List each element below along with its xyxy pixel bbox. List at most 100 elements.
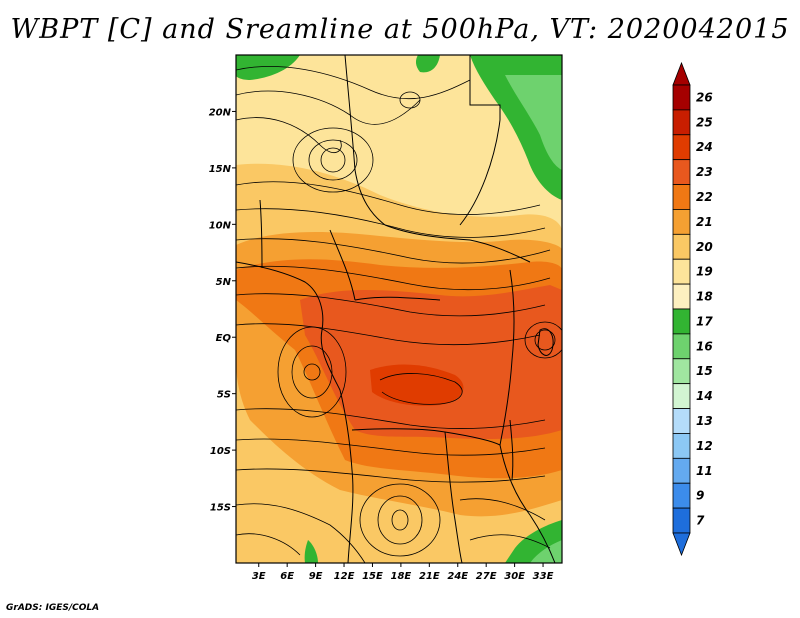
wbpt-24-cell xyxy=(370,364,464,406)
streamline xyxy=(236,238,551,264)
border xyxy=(329,229,356,301)
wbpt-17-sw xyxy=(304,540,318,563)
lat-tick-label: 15N xyxy=(209,164,232,175)
colorbar-top-arrow xyxy=(672,61,691,86)
streamline xyxy=(236,65,471,100)
wbpt-field xyxy=(236,55,562,563)
streamline xyxy=(524,321,562,359)
colorbar-swatch xyxy=(672,433,691,459)
colorbar-swatch xyxy=(672,233,691,260)
lon-tick-label: 21E xyxy=(419,571,440,582)
streamline xyxy=(236,438,546,456)
lat-tick-label: 20N xyxy=(209,107,232,118)
lon-tick-label: 3E xyxy=(252,571,266,582)
colorbar-swatch xyxy=(672,308,691,335)
colorbar-label: 15 xyxy=(696,364,713,378)
streamline xyxy=(236,265,551,291)
colorbar-swatch xyxy=(672,184,691,210)
colorbar-label: 18 xyxy=(696,290,713,304)
streamline xyxy=(291,345,333,399)
wbpt-17-nw xyxy=(236,55,300,80)
wbpt-16-ne xyxy=(505,75,562,170)
border xyxy=(499,444,556,563)
streamline xyxy=(320,147,346,173)
border xyxy=(384,224,531,263)
grads-credit: GrADS: IGES/COLA xyxy=(6,603,100,613)
colorbar-label: 16 xyxy=(696,339,713,353)
colorbar-swatch xyxy=(672,209,691,235)
colorbar-label: 9 xyxy=(696,489,704,503)
lat-tick-label: 15S xyxy=(210,503,231,514)
streamline xyxy=(292,127,374,193)
colorbar-label: 14 xyxy=(696,389,713,403)
colorbar-swatch xyxy=(672,333,691,360)
lon-tick-label: 15E xyxy=(362,571,383,582)
country-borders xyxy=(236,55,556,563)
colorbar-label: 21 xyxy=(696,215,713,229)
border xyxy=(351,428,501,446)
map-frame xyxy=(235,54,563,564)
lon-tick-label: 24E xyxy=(447,571,468,582)
colorbar-swatch xyxy=(672,283,691,310)
colorbar-swatch xyxy=(672,109,691,136)
lon-tick-label: 33E xyxy=(533,571,554,582)
colorbar-swatch xyxy=(672,258,691,285)
colorbar-label: 13 xyxy=(696,414,713,428)
wbpt-23-band xyxy=(300,285,562,440)
wbpt-16-se xyxy=(530,540,562,563)
coastline xyxy=(236,261,354,563)
streamline xyxy=(236,208,546,238)
colorbar-swatch xyxy=(672,84,691,111)
lon-tick-label: 12E xyxy=(334,571,355,582)
lon-tick-label: 6E xyxy=(280,571,294,582)
chart-title: WBPT [C] and Sreamline at 500hPa, VT: 20… xyxy=(10,14,790,45)
border xyxy=(444,431,463,563)
streamlines xyxy=(236,65,562,563)
lat-tick-label: 5S xyxy=(217,390,231,401)
colorbar-label: 7 xyxy=(696,514,705,528)
streamline xyxy=(379,373,463,405)
streamline xyxy=(391,509,409,531)
colorbar-label: 22 xyxy=(696,190,713,204)
colorbar-swatch xyxy=(672,134,691,161)
streamline xyxy=(236,293,546,317)
streamline xyxy=(359,483,441,557)
lon-tick-label: 27E xyxy=(476,571,497,582)
colorbar-label: 23 xyxy=(696,165,713,179)
streamline xyxy=(236,117,342,154)
colorbar-swatch xyxy=(672,358,691,385)
streamline xyxy=(236,503,366,563)
colorbar-label: 26 xyxy=(696,90,713,104)
colorbar-swatch xyxy=(672,482,691,509)
colorbar-label: 19 xyxy=(696,265,713,279)
lat-tick-label: 5N xyxy=(216,277,232,288)
colorbar-swatch xyxy=(672,159,691,185)
streamline xyxy=(399,91,421,109)
lake xyxy=(537,328,554,356)
streamline xyxy=(236,468,546,483)
streamline xyxy=(303,363,321,381)
lon-tick-label: 30E xyxy=(504,571,525,582)
border xyxy=(344,55,386,226)
colorbar-bottom-arrow xyxy=(672,532,691,557)
lake xyxy=(509,419,514,481)
streamline xyxy=(236,181,541,215)
border xyxy=(259,199,263,269)
colorbar-label: 20 xyxy=(696,240,713,254)
lat-tick-label: 10N xyxy=(209,220,232,231)
colorbar-label: 25 xyxy=(696,115,713,129)
colorbar-swatch xyxy=(672,507,691,534)
colorbar-label: 11 xyxy=(696,464,713,478)
border xyxy=(499,269,515,446)
colorbar: 26 25 24 23 22 21 20 19 18 17 16 15 14 13 12 11 9 7 xyxy=(672,61,713,557)
colorbar-swatch xyxy=(672,457,691,484)
colorbar-label: 17 xyxy=(696,314,713,328)
lat-tick-label: EQ xyxy=(216,333,232,344)
streamline xyxy=(469,534,551,549)
colorbar-swatch xyxy=(672,383,691,409)
streamline xyxy=(236,533,301,556)
wbpt-17-n xyxy=(415,55,440,73)
lon-tick-label: 18E xyxy=(391,571,412,582)
streamline xyxy=(377,495,423,545)
